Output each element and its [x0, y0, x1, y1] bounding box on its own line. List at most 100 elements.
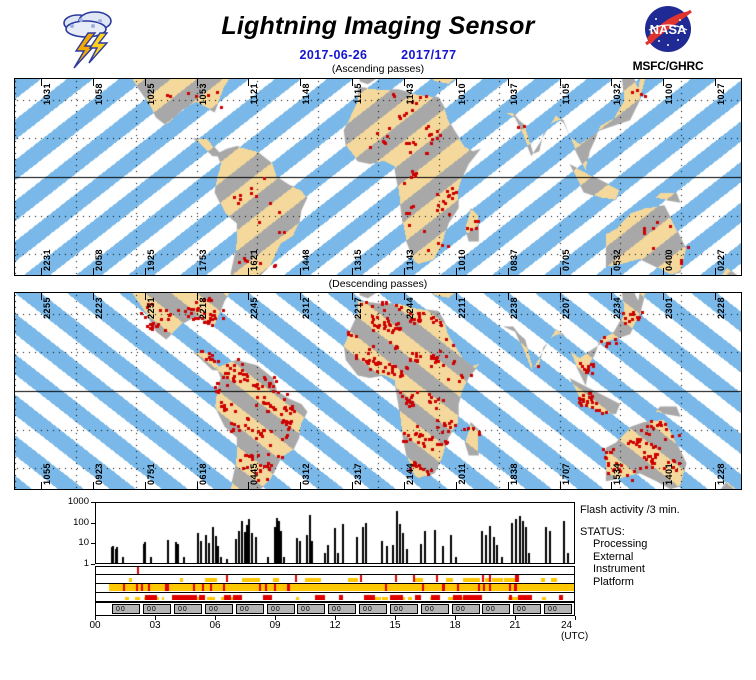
date-line: 2017-06-26 2017/177 [0, 48, 756, 62]
y-axis-tick [91, 502, 95, 503]
x-axis-tick [395, 616, 396, 620]
orbit-label-bottom: 0618 [197, 462, 208, 485]
orbit-tick-top [196, 79, 198, 86]
x-axis-tick [95, 616, 96, 620]
orbit-segment[interactable]: 00 [513, 604, 541, 614]
orbit-label-top: 1031 [41, 83, 52, 106]
orbit-segment[interactable]: 00 [174, 604, 202, 614]
orbit-label-top: 1025 [145, 83, 156, 106]
orbit-label-bottom: 1010 [456, 248, 467, 271]
orbit-label-top: 2211 [456, 297, 467, 319]
x-axis-tick-label: 03 [149, 620, 161, 631]
x-axis-tick-label: 09 [269, 620, 281, 631]
orbit-segment[interactable]: 00 [390, 604, 418, 614]
orbit-label-bottom: 0445 [249, 462, 260, 485]
orbit-label-top: 1121 [249, 83, 260, 105]
orbit-tick-top [403, 79, 405, 86]
orbit-label-top: 2251 [145, 297, 156, 320]
status-track-group [95, 566, 575, 602]
x-axis-tick-label: 15 [389, 620, 401, 631]
orbit-tick-bottom [352, 268, 354, 275]
orbit-label-bottom: 1401 [664, 462, 675, 485]
orbit-label-top: 2207 [560, 297, 571, 320]
orbit-tick-bottom [144, 482, 146, 489]
orbit-tick-bottom [40, 482, 42, 489]
orbit-label-top: 1100 [664, 83, 675, 105]
nasa-meatball-icon: NASA [645, 6, 692, 52]
chart-legend: Flash activity /3 min. STATUS: Processin… [580, 504, 756, 588]
orbit-tick-bottom [248, 482, 250, 489]
ascending-map[interactable]: 1031 1058 1025 1053 1121 1148 1115 1143 1010 1037… [14, 78, 742, 276]
descending-caption: (Descending passes) [328, 278, 428, 290]
legend-item-platform: Platform [593, 575, 634, 588]
orbit-label-top: 1143 [404, 83, 415, 105]
orbit-segment[interactable]: 00 [359, 604, 387, 614]
orbit-label-bottom: 0705 [560, 248, 571, 271]
x-axis-tick-label: 21 [509, 620, 521, 631]
orbit-segment[interactable]: 00 [297, 604, 325, 614]
orbit-tick-bottom [559, 268, 561, 275]
orbit-tick-top [92, 79, 94, 86]
orbit-label-bottom: 0751 [145, 462, 156, 485]
orbit-segment[interactable]: 00 [236, 604, 264, 614]
orbit-segment[interactable]: 00 [452, 604, 480, 614]
orbit-label-bottom: 1753 [197, 248, 208, 271]
x-axis-tick [335, 616, 336, 620]
y-axis-tick [91, 543, 95, 544]
orbit-tick-top [92, 293, 94, 300]
orbit-label-bottom: 2058 [93, 248, 104, 271]
y-axis-tick-label: 100 [73, 516, 89, 528]
orbit-tick-top [352, 293, 354, 300]
x-axis-tick [215, 616, 216, 620]
orbit-label-top: 2245 [249, 297, 260, 320]
orbit-tick-top [663, 79, 665, 86]
y-axis-tick-label: 1 [83, 558, 89, 569]
status-track-external[interactable] [95, 575, 575, 584]
orbit-tick-top [300, 79, 302, 86]
orbit-tick-top [715, 293, 717, 300]
thunderstorm-cloud-icon [48, 6, 124, 72]
orbit-tick-bottom [611, 482, 613, 489]
orbit-segment[interactable]: 00 [205, 604, 233, 614]
orbit-tick-bottom [455, 482, 457, 489]
x-axis-tick [575, 616, 576, 620]
orbit-segment-bar[interactable]: 00 00 00 00 00 00 00 00 00 00 00 00 00 00 00 [95, 602, 575, 616]
orbit-label-bottom: 1838 [508, 462, 519, 485]
status-track-processing[interactable] [95, 566, 575, 575]
nasa-logo: NASA MSFC/GHRC [630, 4, 706, 76]
orbit-segment[interactable]: 00 [328, 604, 356, 614]
x-axis-tick [515, 616, 516, 620]
x-axis-tick [155, 616, 156, 620]
orbit-tick-bottom [663, 482, 665, 489]
y-axis-tick-label: 1000 [67, 496, 89, 507]
orbit-tick-top [196, 293, 198, 300]
orbit-segment[interactable]: 00 [482, 604, 510, 614]
orbit-label-top: 2255 [41, 297, 52, 320]
status-track-instrument[interactable] [95, 584, 575, 593]
orbit-label-top: 2244 [404, 297, 415, 320]
orbit-tick-bottom [715, 268, 717, 275]
orbit-tick-top [40, 79, 42, 86]
page-title: Lightning Imaging Sensor [221, 12, 535, 40]
x-axis: 00 03 06 09 12 15 18 21 24 (UTC) [89, 616, 588, 642]
status-track-platform[interactable] [95, 593, 575, 602]
ascending-map-container: 1031 1058 1025 1053 1121 1148 1115 1143 1010 1037… [14, 78, 742, 276]
y-axis-tick [91, 523, 95, 524]
orbit-tick-bottom [715, 482, 717, 489]
orbit-tick-top [40, 293, 42, 300]
orbit-segment[interactable]: 00 [112, 604, 140, 614]
descending-map[interactable]: 2255 2223 2251 2218 2245 2312 2217 2244 2211 2238… [14, 292, 742, 490]
x-axis-tick-label: 12 [329, 620, 341, 631]
orbit-tick-bottom [403, 482, 405, 489]
orbit-segment[interactable]: 00 [267, 604, 295, 614]
orbit-segment[interactable]: 00 [143, 604, 171, 614]
day-of-year: 2017/177 [401, 48, 457, 62]
flash-activity-plot[interactable] [95, 502, 575, 564]
orbit-tick-bottom [403, 268, 405, 275]
orbit-label-top: 2228 [716, 297, 727, 320]
orbit-label-bottom: 1925 [145, 248, 156, 271]
orbit-label-top: 1027 [716, 83, 727, 106]
legend-status-title: STATUS: [580, 525, 625, 538]
orbit-segment[interactable]: 00 [544, 604, 572, 614]
orbit-segment[interactable]: 00 [421, 604, 449, 614]
